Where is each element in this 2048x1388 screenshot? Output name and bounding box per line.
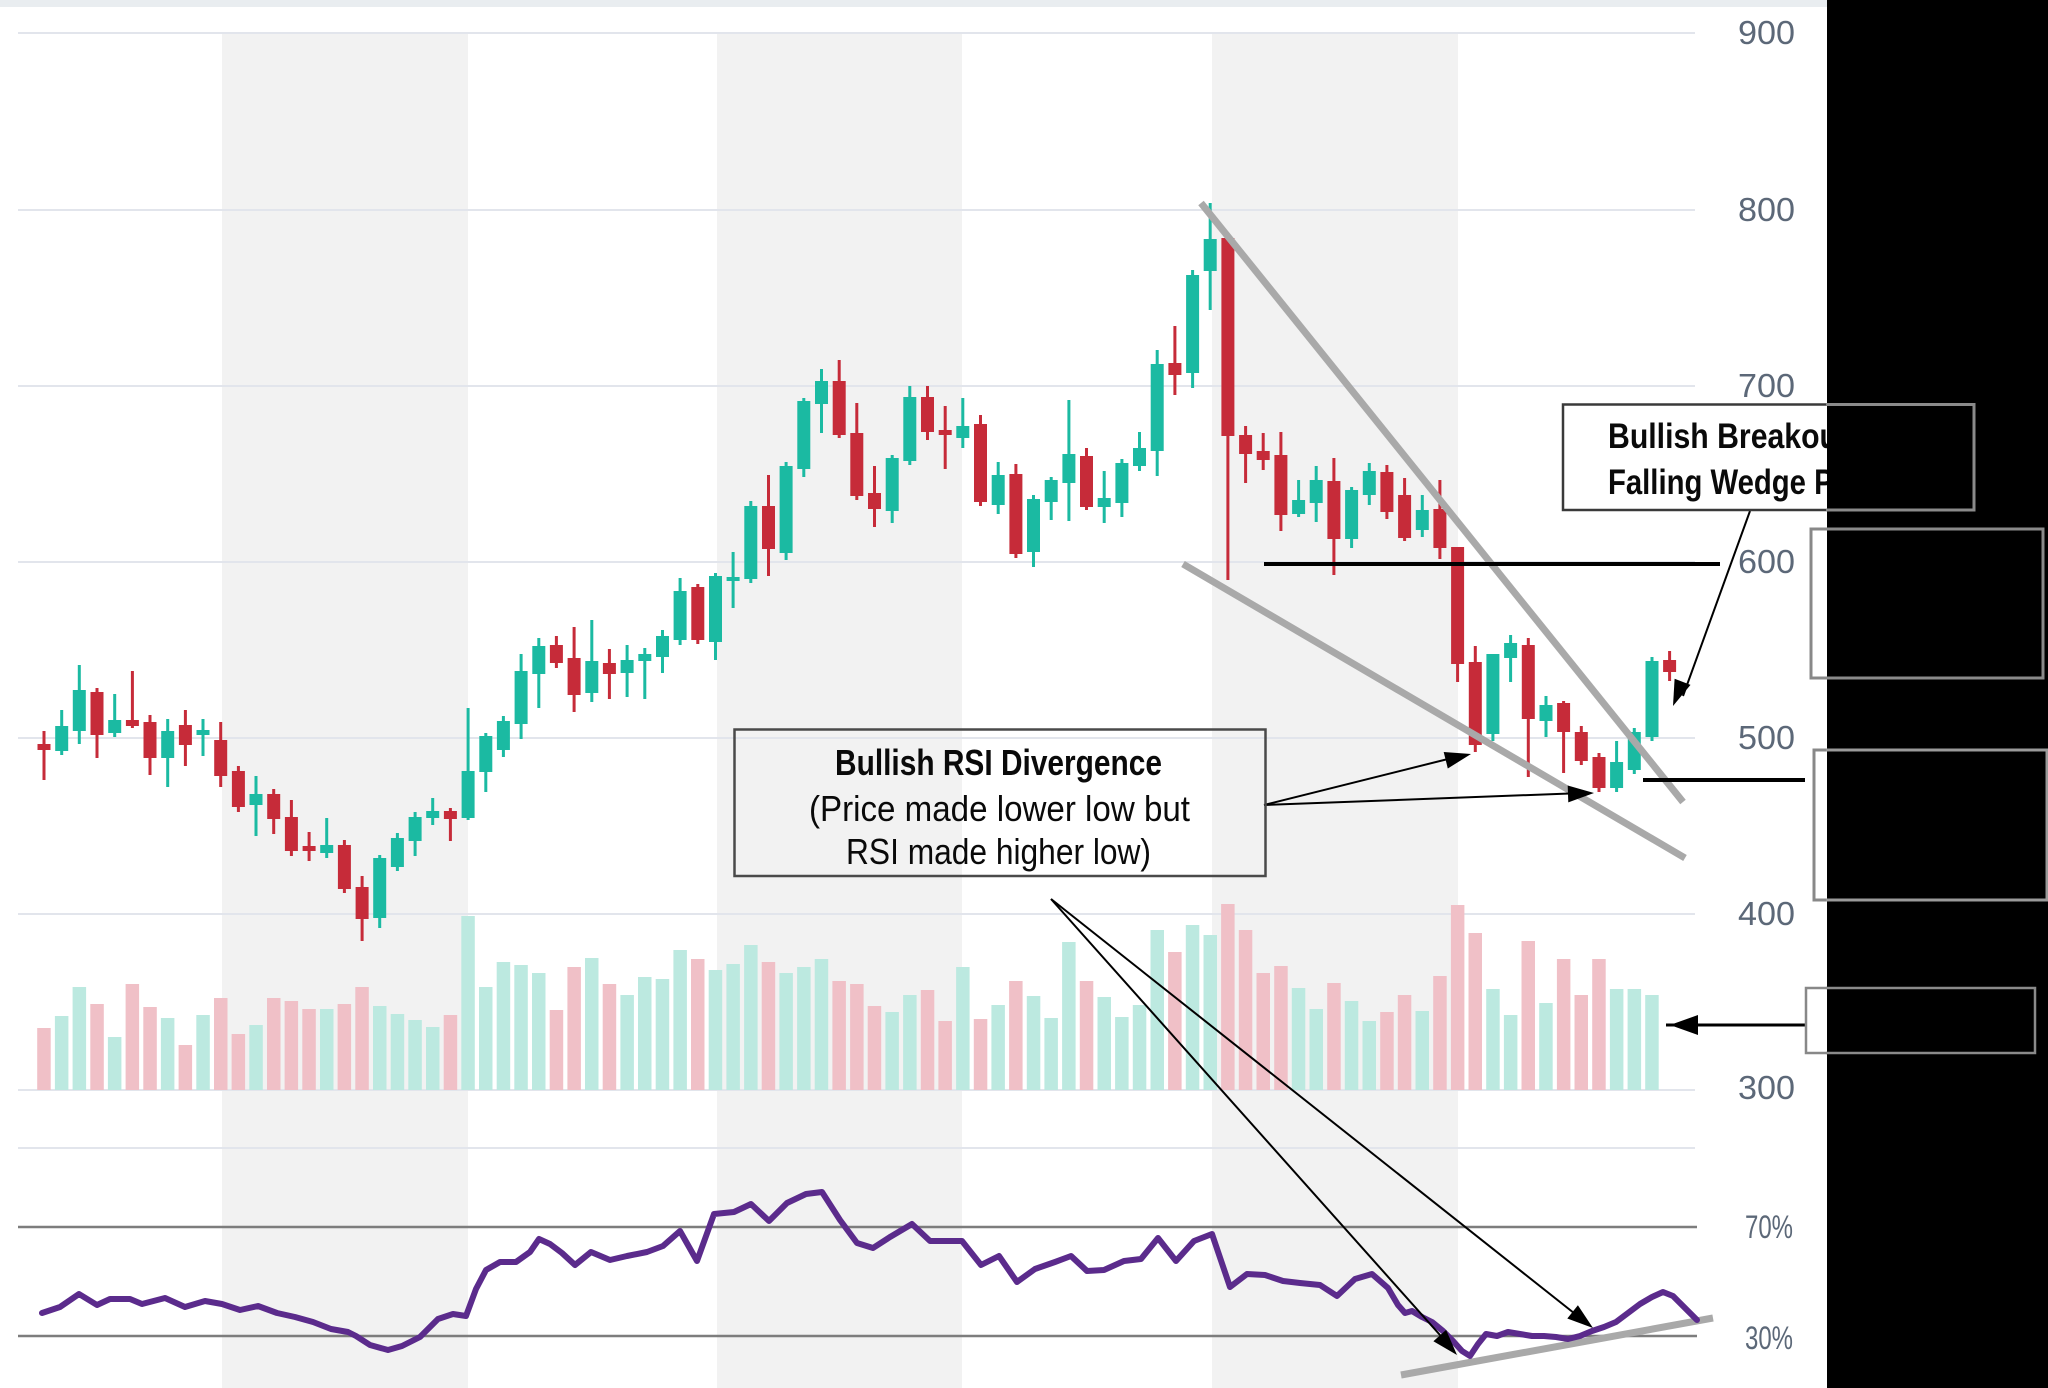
svg-text:(Price made lower low but: (Price made lower low but xyxy=(809,788,1190,829)
svg-text:RSI made higher low): RSI made higher low) xyxy=(846,831,1151,872)
svg-text:300: 300 xyxy=(1738,1069,1795,1106)
svg-text:70%: 70% xyxy=(1745,1209,1793,1245)
svg-text:400: 400 xyxy=(1738,895,1795,932)
svg-text:700: 700 xyxy=(1738,367,1795,404)
svg-text:900: 900 xyxy=(1738,14,1795,51)
svg-text:30%: 30% xyxy=(1745,1320,1793,1356)
svg-text:Bullish RSI Divergence: Bullish RSI Divergence xyxy=(835,742,1162,783)
svg-text:800: 800 xyxy=(1738,191,1795,228)
svg-text:500: 500 xyxy=(1738,719,1795,756)
svg-text:600: 600 xyxy=(1738,543,1795,580)
